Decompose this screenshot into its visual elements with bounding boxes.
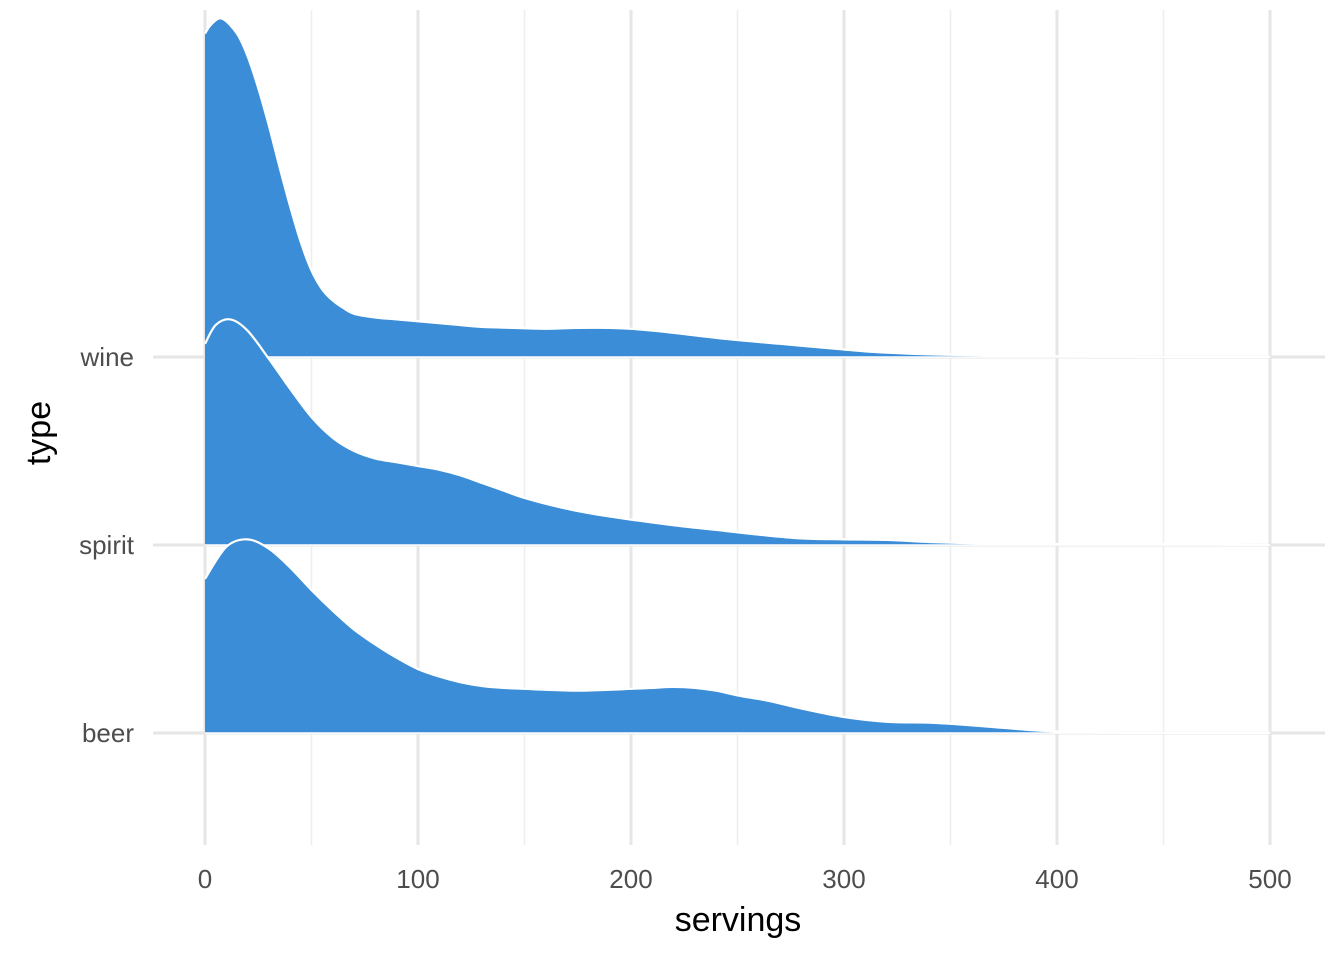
x-tick-label: 400	[1035, 864, 1078, 894]
ridge-outline-wine	[204, 17, 1270, 358]
ridge-area-wine	[205, 18, 1270, 357]
y-axis-title: type	[20, 401, 58, 465]
x-tick-label: 0	[198, 864, 212, 894]
ridge-layer	[204, 17, 1271, 734]
ridge-area-spirit	[205, 319, 1270, 545]
x-tick-label: 300	[822, 864, 865, 894]
x-tick-label: 500	[1248, 864, 1291, 894]
x-axis-title: servings	[675, 901, 802, 939]
y-tick-labels: beer spirit wine	[79, 342, 135, 748]
x-tick-label: 100	[396, 864, 439, 894]
x-tick-labels: 0 100 200 300 400 500	[198, 864, 1292, 894]
x-tick-label: 200	[609, 864, 652, 894]
ridge-outline-spirit	[204, 318, 1271, 546]
y-tick-label-spirit: spirit	[79, 530, 135, 560]
y-tick-label-wine: wine	[80, 342, 134, 372]
ridge-outline-beer	[204, 538, 1270, 734]
y-tick-label-beer: beer	[82, 718, 134, 748]
